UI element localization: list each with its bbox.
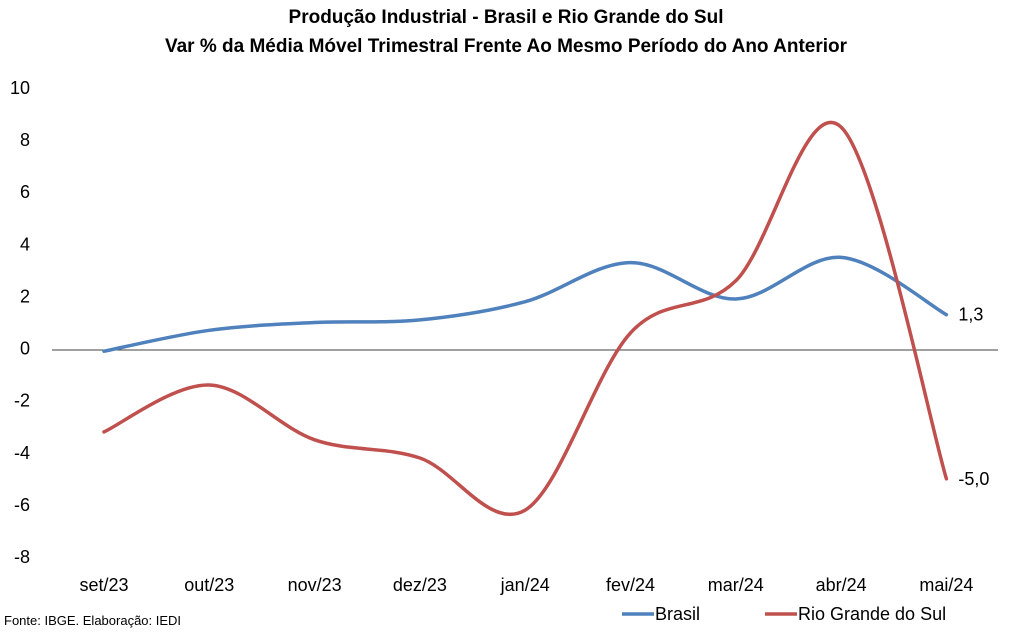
y-tick-label: -2 (14, 391, 30, 411)
x-tick-label: nov/23 (288, 575, 342, 595)
y-tick-label: -6 (14, 495, 30, 515)
legend: Brasil Rio Grande do Sul (622, 604, 946, 624)
data-label-end: -5,0 (958, 469, 989, 489)
series-line-rio-grande-do-sul (102, 121, 949, 517)
x-tick-label: jan/24 (500, 575, 550, 595)
x-tick-label: out/23 (184, 575, 234, 595)
y-tick-label: 10 (10, 78, 30, 98)
source-note: Fonte: IBGE. Elaboração: IEDI (4, 613, 181, 628)
y-tick-label: 4 (20, 234, 30, 254)
x-tick-label: abr/24 (816, 575, 867, 595)
y-tick-label: -4 (14, 443, 30, 463)
x-tick-label: fev/24 (606, 575, 655, 595)
x-axis: set/23 out/23 nov/23 dez/23 jan/24 fev/24 mar/… (79, 575, 973, 595)
series-lines (102, 121, 949, 517)
y-tick-label: -8 (14, 547, 30, 567)
legend-label: Brasil (655, 604, 700, 624)
y-tick-label: 2 (20, 286, 30, 306)
y-axis: 10 8 6 4 2 0 -2 -4 -6 -8 (10, 78, 30, 567)
x-tick-label: dez/23 (393, 575, 447, 595)
x-tick-label: set/23 (79, 575, 128, 595)
y-tick-label: 8 (20, 130, 30, 150)
series-line-brasil (102, 255, 949, 353)
y-tick-label: 6 (20, 182, 30, 202)
chart-title: Produção Industrial - Brasil e Rio Grand… (289, 7, 724, 28)
x-tick-label: mar/24 (708, 575, 764, 595)
y-tick-label: 0 (20, 339, 30, 359)
data-label-end: 1,3 (958, 305, 983, 325)
legend-label: Rio Grande do Sul (798, 604, 946, 624)
end-labels: 1,3 -5,0 (958, 305, 989, 489)
x-tick-label: mai/24 (919, 575, 973, 595)
chart-subtitle: Var % da Média Móvel Trimestral Frente A… (165, 36, 848, 57)
